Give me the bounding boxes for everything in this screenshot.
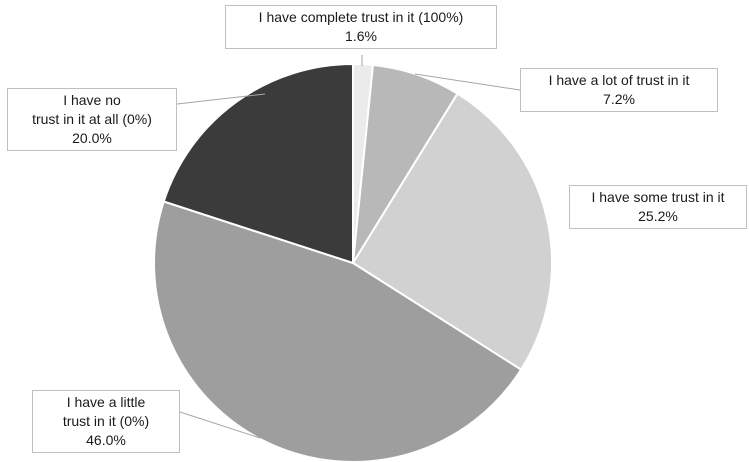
slice-label-3: I have some trust in it 25.2% (569, 185, 747, 229)
slice-value-label: 7.2% (603, 91, 635, 107)
slice-label-2: I have a lot of trust in it 7.2% (520, 68, 718, 112)
slice-category-label: trust in it at all (0%) (32, 111, 152, 127)
slice-value-label: 1.6% (345, 28, 377, 44)
leader-line-4 (179, 411, 261, 439)
slice-category-label: I have a lot of trust in it (548, 72, 690, 88)
leader-line-5 (176, 93, 266, 105)
slice-label-5: I have no trust in it at all (0%) 20.0% (7, 88, 177, 151)
leader-line-2 (414, 73, 521, 91)
slice-value-label: 25.2% (638, 208, 678, 224)
leader-lines-layer (176, 55, 521, 439)
slice-label-4: I have a little trust in it (0%) 46.0% (32, 390, 180, 453)
slice-value-label: 46.0% (86, 432, 126, 448)
slice-category-label: I have no (63, 92, 121, 108)
slice-value-label: 20.0% (72, 130, 112, 146)
pie-slice-5 (162, 62, 354, 265)
slice-category-label: I have a little (66, 394, 146, 410)
slice-label-1: I have complete trust in it (100%) 1.6% (225, 5, 497, 49)
slice-category-label: I have complete trust in it (100%) (258, 9, 464, 25)
pie-slice-4 (153, 200, 523, 462)
slice-category-label: trust in it (0%) (62, 413, 150, 429)
slices-layer (153, 62, 553, 462)
slice-category-label: I have some trust in it (591, 189, 725, 205)
pie-slice-3 (351, 92, 553, 372)
